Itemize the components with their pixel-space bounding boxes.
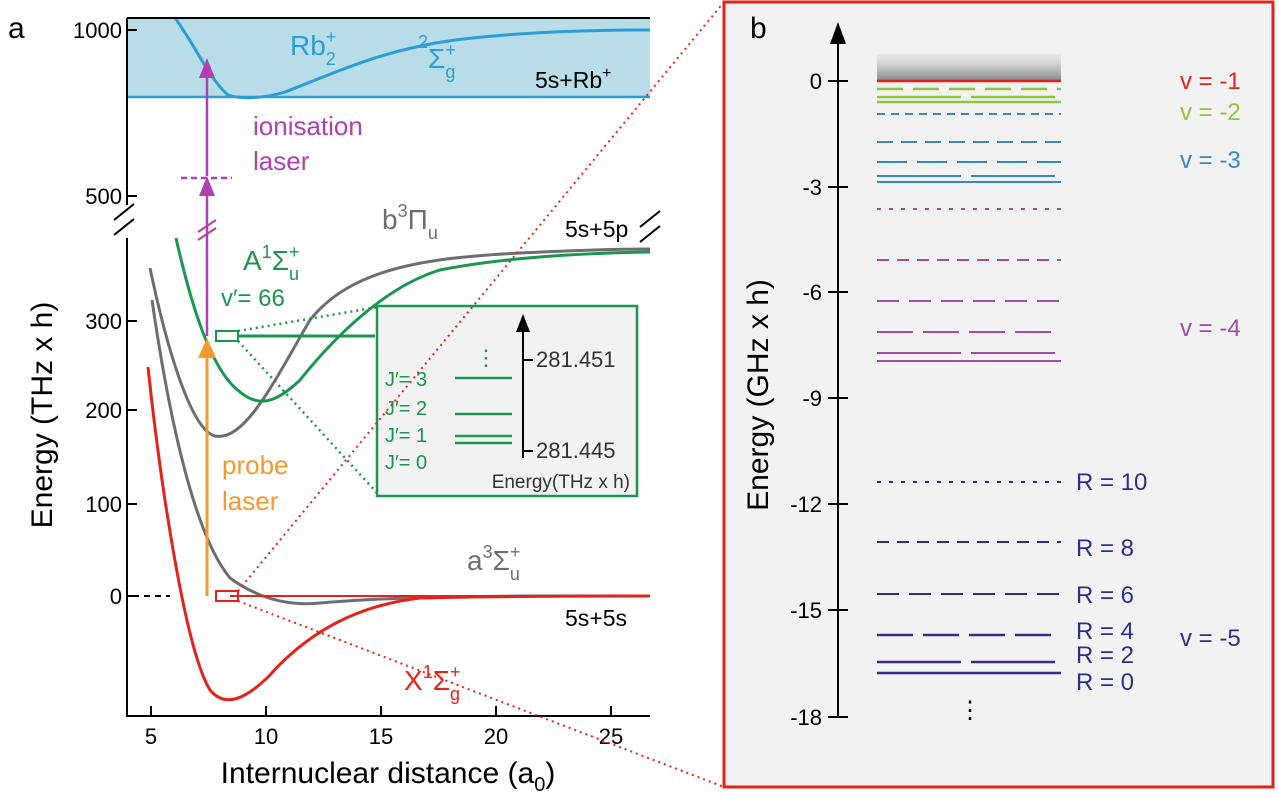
y-tick-label: 0	[810, 69, 822, 94]
axis-break-left	[113, 203, 135, 236]
panel-a-label: a	[8, 12, 25, 45]
inset-axis-arrowhead	[516, 314, 530, 332]
levels-continuation-dots: ⋮	[958, 697, 982, 724]
y-tick-label: 100	[85, 492, 122, 517]
asym-5s5p-label: 5s+5p	[565, 216, 628, 242]
rotational-inset: ⋮ J′= 3 J′= 2 J′= 1 J′= 0 281.451 281.44…	[375, 304, 639, 498]
axis-break-right	[639, 210, 661, 243]
y-tick-labels-b: 0 -3 -6 -9 -12 -15 -18	[790, 69, 822, 730]
rot-label: R = 10	[1076, 469, 1147, 496]
inset-axis-label: Energy(THz x h)	[492, 472, 630, 493]
ionisation-arrowhead-lower	[199, 176, 215, 196]
y-tick-label: -3	[802, 175, 822, 200]
rot-label: R = 6	[1076, 582, 1134, 609]
y-tick-label: 1000	[73, 18, 122, 43]
panel-b-label: b	[750, 12, 767, 45]
vprime-label: v′= 66	[221, 285, 285, 312]
continuum-gradient	[877, 54, 1061, 80]
x-tick-label: 20	[484, 724, 508, 749]
ion-state-label: 2Σg+	[418, 32, 456, 82]
vib-label-v3: v = -3	[1180, 147, 1241, 174]
x-tick-labels: 5 10 15 20 25	[145, 724, 623, 749]
y-tick-label: 0	[110, 584, 122, 609]
x-ticks-a	[150, 706, 612, 716]
arrow-break	[197, 219, 217, 241]
ion-potential-curve	[173, 17, 651, 100]
vib-labels: v = -1 v = -2 v = -3 v = -4 v = -5	[1180, 68, 1241, 652]
rot-label: R = 0	[1076, 669, 1134, 696]
probe-arrowhead	[198, 338, 216, 358]
y-axis-title-a: Energy (THz x h)	[26, 302, 59, 529]
vib-label-v2: v = -2	[1180, 99, 1241, 126]
rot-label: R = 8	[1076, 535, 1134, 562]
vib-label-v4: v = -4	[1180, 315, 1241, 342]
inset-zoom-line-bottom	[237, 340, 379, 495]
asym-5s5s-label: 5s+5s	[565, 605, 627, 631]
x-tick-label: 10	[254, 724, 278, 749]
vib-label-v1: v = -1	[1180, 68, 1241, 95]
panel-a: a 500 1000 0 100	[8, 1, 725, 796]
A-state-label: A1Σu+	[243, 242, 300, 284]
y-tick-label: -15	[790, 598, 822, 623]
panel-b-frame	[722, 0, 1275, 789]
y-tick-label: 200	[85, 398, 122, 423]
zoom-line-to-b-top	[237, 1, 725, 592]
ion-label: Rb2+	[290, 27, 336, 69]
y-tick-label: 300	[85, 309, 122, 334]
energy-axis-arrowhead	[830, 22, 846, 44]
y-tick-label: -12	[790, 492, 822, 517]
inset-level-label: J′= 3	[385, 369, 427, 391]
b-state-label: b3Πu	[382, 201, 438, 243]
inset-box	[375, 304, 639, 498]
panel-b: b 0 -3 -6 -9 -12 -15 -18 Energy (GHz x h…	[722, 0, 1275, 789]
x-axis-title-a: Internuclear distance (a0)	[221, 757, 556, 796]
y-ticks-b	[828, 80, 848, 718]
x-tick-label: 25	[599, 724, 623, 749]
probe-label: probe laser	[222, 450, 289, 516]
X-state-level-box	[215, 590, 239, 602]
vib-label-v5: v = -5	[1180, 625, 1241, 652]
rot-labels: R = 10 R = 8 R = 6 R = 4 R = 2 R = 0	[1076, 469, 1147, 696]
ionisation-arrowhead-upper	[199, 58, 215, 78]
ion-asymptote-label: 5s+Rb+	[535, 65, 611, 93]
y-ticks-a	[127, 29, 137, 597]
inset-top-value: 281.451	[536, 347, 616, 372]
y-tick-labels-upper: 500 1000	[73, 18, 122, 209]
y-axis-title-b: Energy (GHz x h)	[742, 279, 775, 511]
y-tick-label: -6	[802, 280, 822, 305]
A-state-level-box	[215, 330, 239, 342]
inset-level-label: J′= 1	[385, 425, 427, 447]
ionisation-label: ionisation laser	[253, 111, 363, 176]
rot-label: R = 4	[1076, 618, 1134, 645]
y-tick-label: 500	[85, 184, 122, 209]
zoom-line-to-b-bottom	[237, 600, 725, 788]
x-tick-label: 15	[369, 724, 393, 749]
rot-label: R = 2	[1076, 642, 1134, 669]
x-tick-label: 5	[145, 724, 157, 749]
panel-a-frame	[126, 17, 650, 717]
b-state-curve	[148, 247, 651, 438]
y-tick-label: -18	[790, 705, 822, 730]
inset-level-label: J′= 0	[385, 452, 427, 474]
X-state-label: X1Σg+	[404, 662, 461, 704]
y-tick-label: -9	[802, 386, 822, 411]
y-tick-labels-lower: 0 100 200 300	[85, 309, 122, 609]
inset-dots: ⋮	[475, 345, 497, 370]
inset-level-label: J′= 2	[385, 398, 427, 420]
a-state-label: a3Σu+	[467, 542, 520, 584]
inset-bottom-value: 281.445	[536, 438, 616, 463]
